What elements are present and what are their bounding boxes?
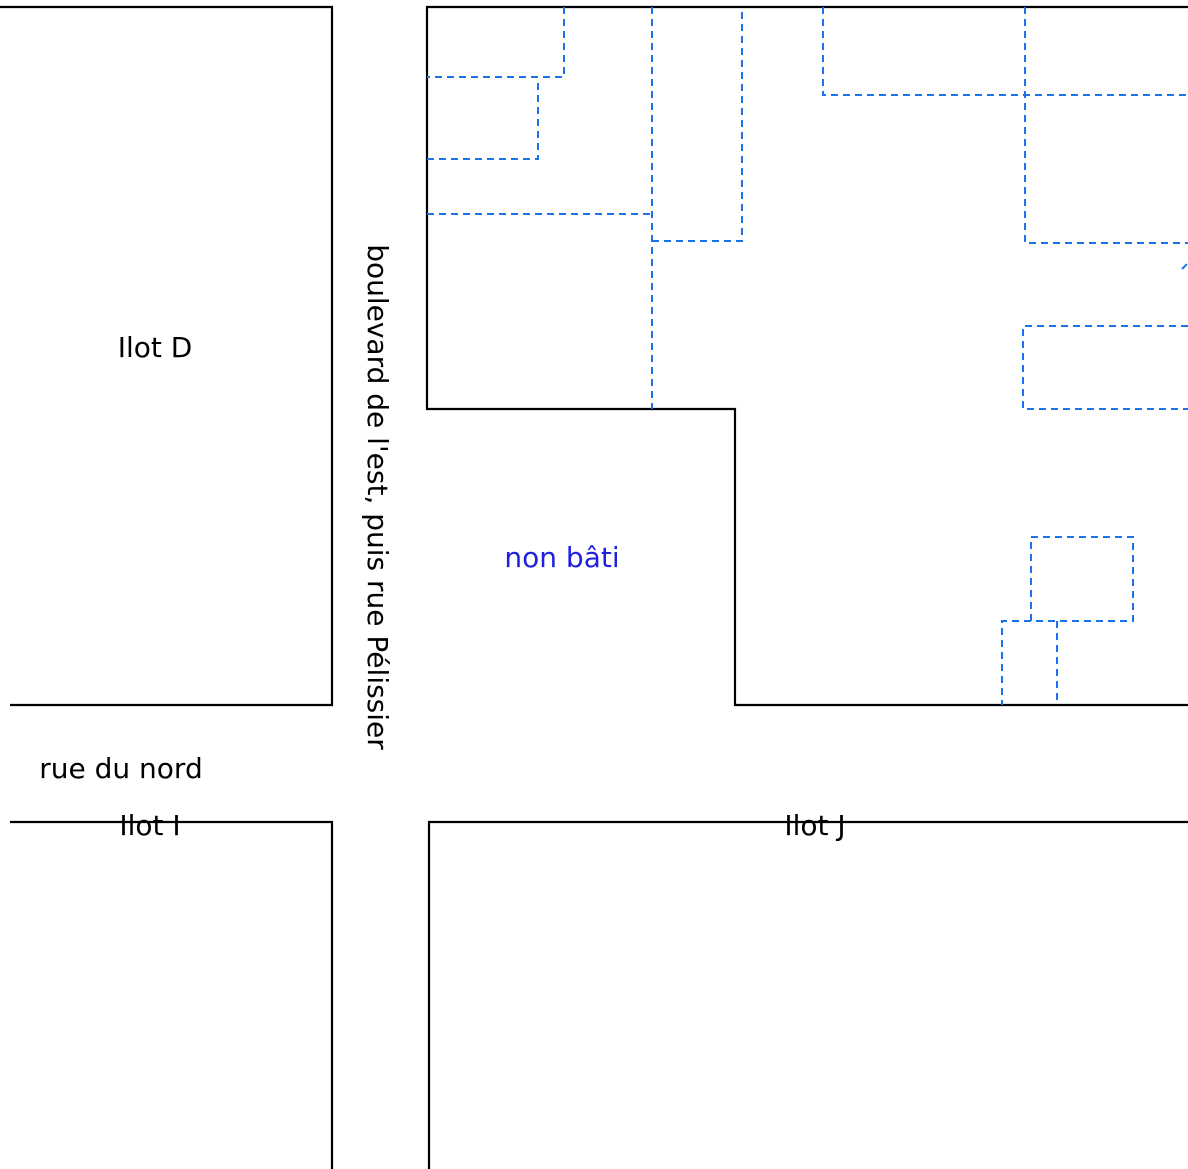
parcel-line	[1181, 262, 1188, 270]
parcel-line	[652, 7, 743, 242]
parcel-line	[427, 83, 539, 160]
ilot-i-outline	[10, 820, 334, 1169]
parcel-line	[427, 7, 565, 78]
upper-right-block-outline	[425, 5, 1188, 707]
ilot-j-outline	[427, 820, 1188, 1169]
vertical-street-label: boulevard de l'est, puis rue Pélissier	[361, 244, 394, 750]
parcel-boundaries	[427, 7, 1188, 705]
ilot-d-outline	[0, 5, 334, 707]
ilot-i-label: Ilot I	[119, 809, 180, 842]
horizontal-street-label: rue du nord	[39, 752, 202, 785]
ilot-j-label: Ilot J	[784, 809, 845, 842]
parcel-line	[1001, 536, 1134, 705]
unbuilt-label: non bâti	[504, 541, 619, 574]
parcel-line	[1024, 7, 1188, 244]
parcel-line	[822, 7, 1188, 96]
parcel-line	[1022, 325, 1188, 410]
ilot-d-label: Ilot D	[118, 331, 193, 364]
